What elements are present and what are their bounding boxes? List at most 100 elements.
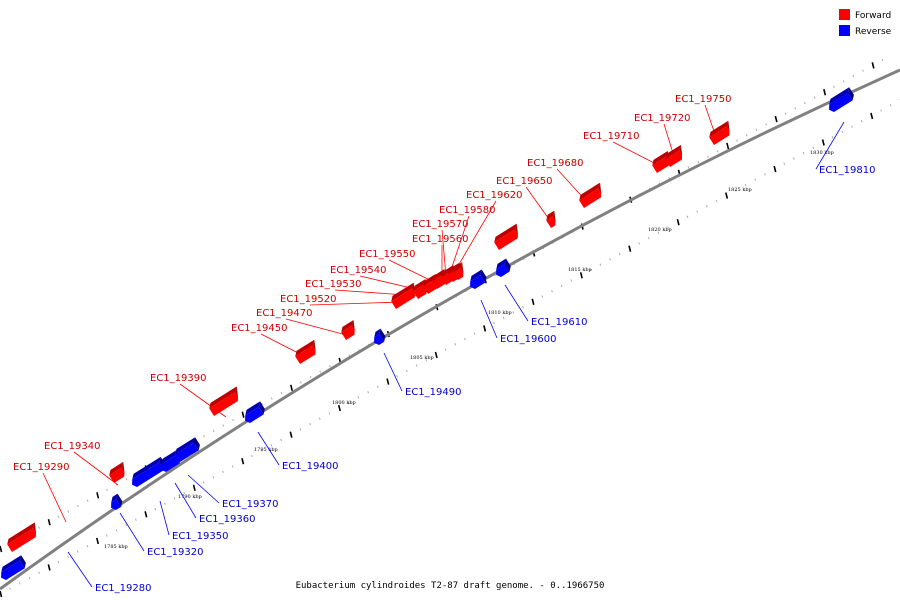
track-tick <box>551 290 553 293</box>
gene-label-ec1-19750[interactable]: EC1_19750 <box>675 94 731 105</box>
gene-front-face <box>579 188 602 208</box>
gene-ec1-19280[interactable] <box>0 555 28 581</box>
track-tick <box>852 74 855 78</box>
track-tick <box>880 109 882 112</box>
scale-label: 1825 kbp <box>728 187 752 193</box>
gene-front-face <box>245 406 264 423</box>
gene-side-face <box>480 269 487 283</box>
gene-label-ec1-19340[interactable]: EC1_19340 <box>44 441 100 452</box>
gene-label-ec1-19580[interactable]: EC1_19580 <box>439 205 495 216</box>
track-tick <box>115 529 118 532</box>
gene-label-ec1-19370[interactable]: EC1_19370 <box>222 499 278 510</box>
gene-label-ec1-19400[interactable]: EC1_19400 <box>282 461 338 472</box>
label-leader-line <box>525 186 552 223</box>
gene-ec1-19750[interactable] <box>707 120 735 145</box>
track-tick <box>541 295 544 298</box>
gene-side-face <box>847 87 854 101</box>
gene-label-ec1-19680[interactable]: EC1_19680 <box>527 158 583 169</box>
gene-label-ec1-19540[interactable]: EC1_19540 <box>330 265 386 276</box>
gene-label-ec1-19650[interactable]: EC1_19650 <box>496 176 552 187</box>
track-tick <box>106 488 108 492</box>
legend-reverse-swatch <box>839 25 850 36</box>
gene-ec1-19810[interactable] <box>825 87 856 113</box>
gene-label-ec1-19610[interactable]: EC1_19610 <box>531 317 587 328</box>
gene-label-ec1-19810[interactable]: EC1_19810 <box>819 165 875 176</box>
track-tick <box>765 123 767 126</box>
gene-label-ec1-19560[interactable]: EC1_19560 <box>412 234 468 245</box>
gene-ec1-19600[interactable] <box>466 269 489 290</box>
track-tick <box>697 160 700 164</box>
gene-ec1-19450[interactable] <box>293 339 321 364</box>
gene-ec1-19320[interactable] <box>107 493 125 512</box>
gene-label-ec1-19710[interactable]: EC1_19710 <box>583 131 639 142</box>
gene-front-face <box>1 560 25 580</box>
gene-front-face <box>470 275 486 289</box>
gene-ec1-19370[interactable] <box>171 437 202 463</box>
gene-ec1-19490[interactable] <box>370 328 388 347</box>
track-tick <box>783 162 786 165</box>
gene-ec1-19400[interactable] <box>241 401 267 424</box>
track-tick <box>802 151 805 155</box>
track-tick <box>57 560 60 564</box>
gene-label-ec1-19570[interactable]: EC1_19570 <box>412 219 468 230</box>
gene-front-face <box>665 150 683 167</box>
gene-top-face <box>829 87 850 105</box>
gene-ec1-19390[interactable] <box>207 386 244 416</box>
track-tick <box>813 96 816 99</box>
track-tick <box>744 183 747 187</box>
gene-ec1-19290[interactable] <box>5 522 42 552</box>
track-tick <box>812 146 815 149</box>
gene-ec1-19340[interactable] <box>107 461 130 483</box>
gene-ec1-19620[interactable] <box>492 223 523 250</box>
label-leader-line <box>67 551 93 588</box>
track-tick <box>754 178 757 181</box>
track-tick <box>415 364 418 367</box>
gene-top-face <box>111 493 118 503</box>
gene-label-ec1-19520[interactable]: EC1_19520 <box>280 294 336 305</box>
gene-ec1-19680[interactable] <box>577 182 607 208</box>
gene-ec1-19650[interactable] <box>544 210 561 228</box>
track-tick <box>589 268 592 272</box>
scale-label: 1805 kbp <box>410 355 434 361</box>
gene-label-ec1-19390[interactable]: EC1_19390 <box>150 373 206 384</box>
gene-label-ec1-19470[interactable]: EC1_19470 <box>256 308 312 319</box>
track-tick <box>764 173 766 176</box>
gene-ec1-19610[interactable] <box>492 258 513 279</box>
label-leader-line <box>815 121 845 170</box>
track-tick <box>203 434 205 438</box>
gene-front-face <box>209 391 238 416</box>
track-tick <box>77 504 79 508</box>
gene-front-face <box>341 325 355 340</box>
gene-front-face <box>546 216 556 228</box>
gene-label-ec1-19320[interactable]: EC1_19320 <box>147 547 203 558</box>
gene-label-ec1-19360[interactable]: EC1_19360 <box>199 514 255 525</box>
gene-ec1-19470[interactable] <box>339 319 360 340</box>
track-tick <box>319 370 322 373</box>
gene-label-ec1-19450[interactable]: EC1_19450 <box>231 323 287 334</box>
gene-label-ec1-19550[interactable]: EC1_19550 <box>359 249 415 260</box>
scale-label: 1815 kbp <box>568 267 592 273</box>
gene-ec1-19580[interactable] <box>451 262 469 280</box>
track-tick <box>328 412 331 415</box>
gene-ec1-19720[interactable] <box>663 144 688 167</box>
scale-label: 1800 kbp <box>332 400 356 406</box>
gene-label-ec1-19600[interactable]: EC1_19600 <box>500 334 556 345</box>
gene-label-ec1-19290[interactable]: EC1_19290 <box>13 462 69 473</box>
gene-label-ec1-19490[interactable]: EC1_19490 <box>405 387 461 398</box>
track-tick <box>502 316 505 319</box>
gene-label-ec1-19280[interactable]: EC1_19280 <box>95 583 151 594</box>
gene-label-ec1-19350[interactable]: EC1_19350 <box>172 531 228 542</box>
gene-front-face <box>652 156 670 173</box>
track-tick <box>560 284 563 288</box>
track-tick-major <box>871 62 875 69</box>
track-tick <box>270 397 273 400</box>
track-tick <box>803 101 806 105</box>
track-tick <box>280 391 283 395</box>
gene-label-ec1-19720[interactable]: EC1_19720 <box>634 113 690 124</box>
track-tick <box>173 497 176 500</box>
track-tick-major <box>870 112 874 120</box>
gene-ec1-19350[interactable] <box>128 456 168 489</box>
gene-label-ec1-19530[interactable]: EC1_19530 <box>305 279 361 290</box>
gene-label-ec1-19620[interactable]: EC1_19620 <box>466 190 522 201</box>
